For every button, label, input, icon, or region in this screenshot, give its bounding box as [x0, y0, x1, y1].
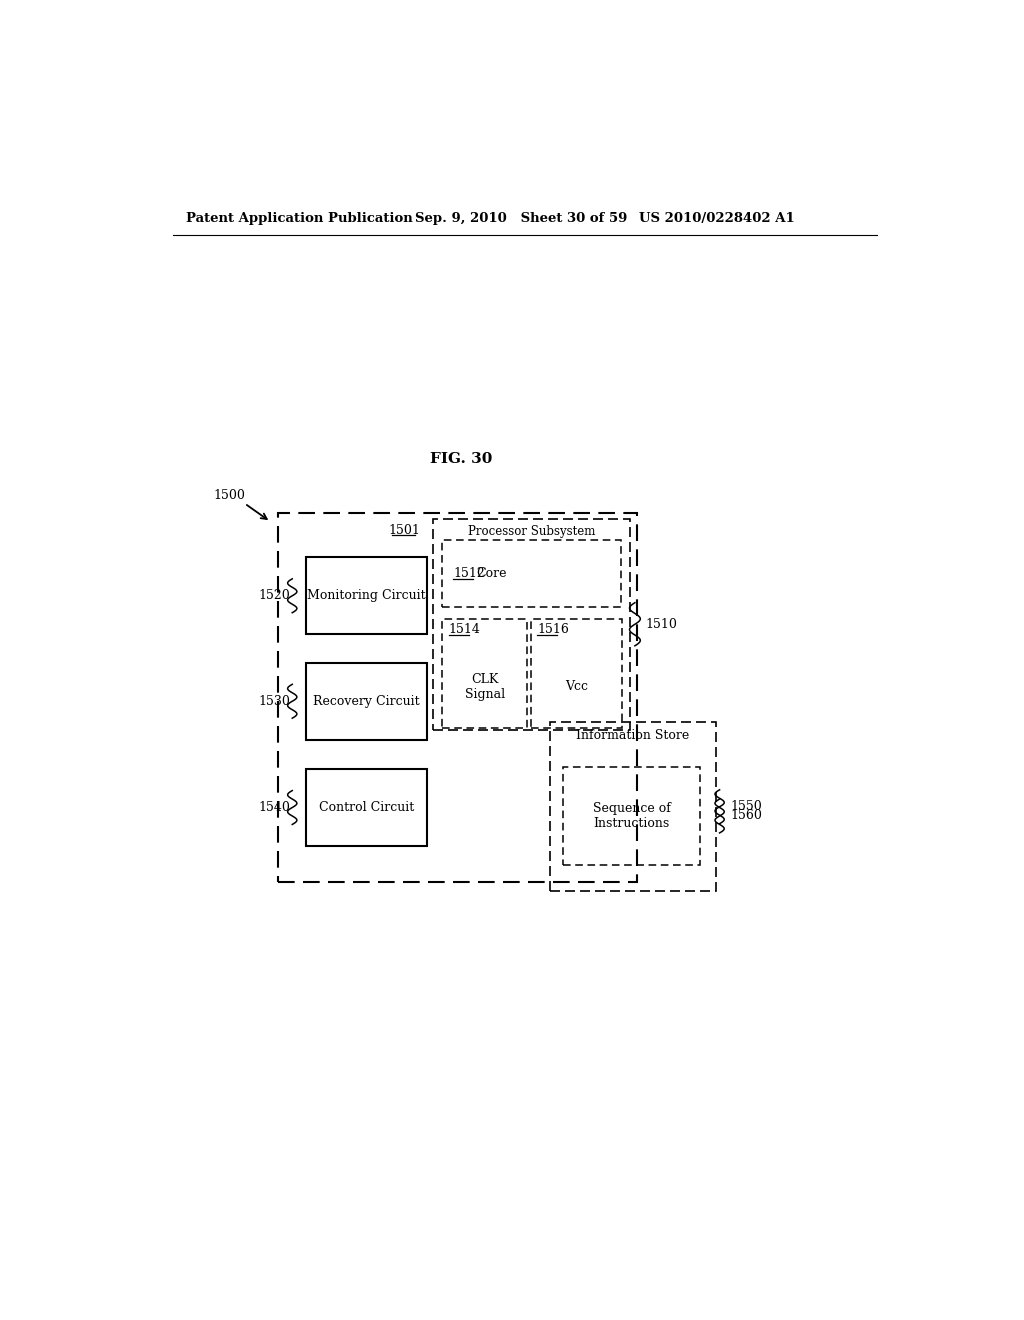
Text: 1516: 1516 — [538, 623, 569, 636]
Bar — [563, 767, 700, 866]
Text: 1501: 1501 — [388, 524, 420, 537]
Bar — [531, 619, 622, 729]
Text: CLK
Signal: CLK Signal — [465, 673, 505, 701]
Text: Sep. 9, 2010   Sheet 30 of 59: Sep. 9, 2010 Sheet 30 of 59 — [416, 213, 628, 224]
Text: US 2010/0228402 A1: US 2010/0228402 A1 — [639, 213, 795, 224]
Bar — [442, 619, 527, 729]
Text: Patent Application Publication: Patent Application Publication — [186, 213, 413, 224]
Text: 1500: 1500 — [214, 490, 246, 502]
Bar — [550, 722, 716, 891]
Bar — [433, 519, 630, 730]
Text: Processor Subsystem: Processor Subsystem — [468, 524, 595, 537]
Text: 1510: 1510 — [646, 618, 678, 631]
Text: Core: Core — [476, 566, 507, 579]
Text: Information Store: Information Store — [577, 730, 689, 742]
Bar — [306, 770, 427, 846]
Text: 1520: 1520 — [258, 589, 290, 602]
Bar — [306, 557, 427, 635]
Text: Control Circuit: Control Circuit — [318, 801, 414, 814]
Text: Sequence of
Instructions: Sequence of Instructions — [593, 803, 671, 830]
Bar — [442, 540, 621, 607]
Bar — [306, 663, 427, 739]
Text: 1514: 1514 — [449, 623, 480, 636]
Text: FIG. 30: FIG. 30 — [430, 451, 493, 466]
Text: Recovery Circuit: Recovery Circuit — [313, 694, 420, 708]
Text: 1540: 1540 — [258, 801, 290, 814]
Bar — [279, 512, 637, 882]
Text: 1530: 1530 — [258, 694, 290, 708]
Text: 1560: 1560 — [730, 809, 762, 822]
Text: 1550: 1550 — [730, 800, 762, 813]
Text: 1512: 1512 — [454, 566, 485, 579]
Text: Vcc: Vcc — [565, 680, 588, 693]
Text: Monitoring Circuit: Monitoring Circuit — [307, 589, 426, 602]
